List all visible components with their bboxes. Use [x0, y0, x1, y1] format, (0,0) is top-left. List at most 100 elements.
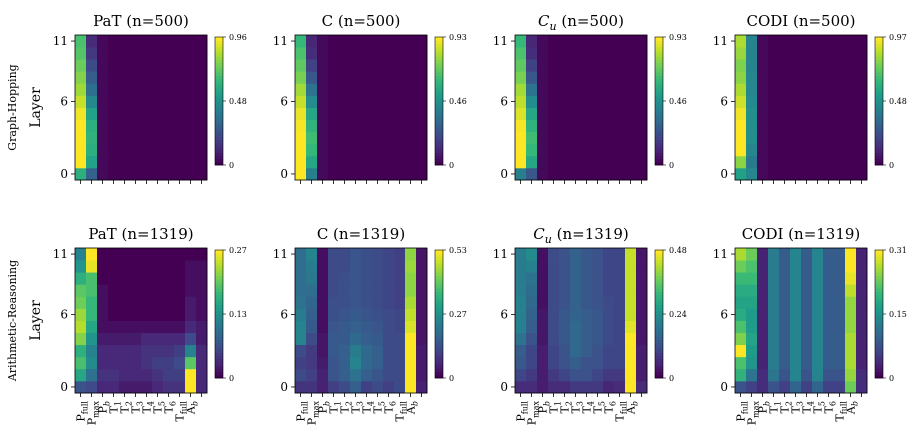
heatmap-cell	[581, 155, 593, 169]
heatmap-cell	[339, 320, 351, 333]
heatmap-cell	[603, 83, 615, 96]
heatmap-cell	[625, 83, 637, 96]
heatmap-cell	[834, 131, 846, 145]
heatmap-cell	[163, 284, 175, 297]
xtick-label: Pmax	[526, 401, 541, 426]
heatmap-cell	[405, 131, 417, 145]
heatmap-cell	[812, 344, 824, 358]
heatmap-cell	[548, 143, 560, 157]
heatmap-cell	[603, 308, 615, 321]
colorbar-segment	[215, 333, 223, 337]
heatmap-cell	[86, 59, 98, 72]
heatmap-cell	[394, 95, 406, 108]
heatmap-cell	[75, 119, 87, 133]
heatmap-cell	[603, 380, 615, 394]
heatmap-cell	[823, 260, 835, 273]
colorbar-segment	[655, 149, 663, 153]
heatmap-cell	[383, 95, 395, 108]
colorbar-tick-label: 0.27	[449, 310, 467, 319]
colorbar-segment	[435, 97, 443, 102]
heatmap-cell	[790, 260, 802, 273]
heatmap-cell	[581, 95, 593, 108]
heatmap-cell	[174, 59, 186, 72]
heatmap-cell	[581, 59, 593, 72]
colorbar-segment	[655, 298, 663, 302]
heatmap-cell	[361, 260, 373, 273]
heatmap-cell	[372, 248, 384, 261]
heatmap-cell	[614, 356, 626, 370]
heatmap-cell	[812, 332, 824, 346]
heatmap-cell	[526, 320, 538, 333]
colorbar-segment	[215, 49, 223, 54]
colorbar-tick-label: 0.48	[669, 246, 687, 255]
heatmap-cell	[856, 59, 868, 72]
xtick-label: T5	[812, 401, 827, 413]
heatmap-cell	[141, 320, 153, 333]
heatmap-cell	[174, 155, 186, 169]
heatmap-cell	[790, 344, 802, 358]
heatmap-cell	[185, 155, 197, 169]
colorbar-segment	[875, 304, 883, 308]
heatmap-cell	[339, 143, 351, 157]
heatmap-cell	[559, 284, 571, 297]
colorbar-segment	[435, 349, 443, 353]
colorbar-segment	[875, 126, 883, 131]
colorbar-segment	[435, 278, 443, 283]
heatmap-cell	[823, 131, 835, 145]
heatmap-cell	[768, 260, 780, 273]
heatmap-cell	[295, 95, 307, 108]
heatmap-cell	[141, 71, 153, 84]
heatmap-cell	[856, 131, 868, 145]
heatmap-cell	[515, 119, 527, 133]
heatmap-cell	[185, 71, 197, 84]
heatmap-cell	[614, 260, 626, 273]
heatmap-cell	[130, 119, 142, 133]
heatmap-cell	[581, 131, 593, 145]
colorbar-segment	[655, 355, 663, 360]
colorbar-segment	[215, 314, 223, 318]
heatmap-cell	[834, 248, 846, 261]
heatmap-cell	[845, 155, 857, 169]
ytick-label: 11	[273, 34, 288, 48]
heatmap-cell	[559, 272, 571, 285]
heatmap-cell	[834, 308, 846, 321]
heatmap-cell	[317, 308, 329, 321]
heatmap-cell	[86, 35, 98, 48]
heatmap-cell	[845, 284, 857, 297]
colorbar-segment	[435, 250, 443, 254]
heatmap-cell	[97, 332, 109, 346]
xtick-label: Ab	[405, 401, 420, 415]
xtick-label: T3	[790, 401, 805, 413]
colorbar-segment	[435, 56, 443, 60]
heatmap-cell	[196, 368, 208, 382]
colorbar-segment	[215, 91, 223, 95]
heatmap-cell	[856, 83, 868, 96]
xtick-label: T3	[350, 401, 365, 413]
heatmap-cell	[801, 308, 813, 321]
colorbar-segment	[215, 320, 223, 324]
heatmap-cell	[537, 260, 549, 273]
heatmap-cell	[757, 167, 769, 181]
ytick-label: 11	[493, 247, 508, 261]
heatmap-cell	[317, 332, 329, 346]
heatmap-cell	[394, 71, 406, 84]
heatmap-cell	[152, 155, 164, 169]
heatmap-cell	[339, 308, 351, 321]
heatmap-cell	[845, 143, 857, 157]
heatmap-cell	[768, 143, 780, 157]
heatmap-cell	[383, 284, 395, 297]
heatmap-cell	[581, 167, 593, 181]
heatmap-cell	[757, 119, 769, 133]
heatmap-cell	[614, 131, 626, 145]
colorbar-tick-label: 0.46	[449, 97, 467, 106]
xtick-label: Tfull	[174, 401, 189, 422]
heatmap-cell	[812, 272, 824, 285]
heatmap-cell	[625, 368, 637, 382]
heatmap-cell	[196, 308, 208, 321]
colorbar-segment	[435, 142, 443, 147]
xtick-label: T1	[108, 401, 123, 413]
heatmap-cell	[141, 380, 153, 394]
heatmap-cell	[625, 260, 637, 273]
heatmap-cell	[526, 119, 538, 133]
heatmap-cell	[735, 296, 747, 309]
